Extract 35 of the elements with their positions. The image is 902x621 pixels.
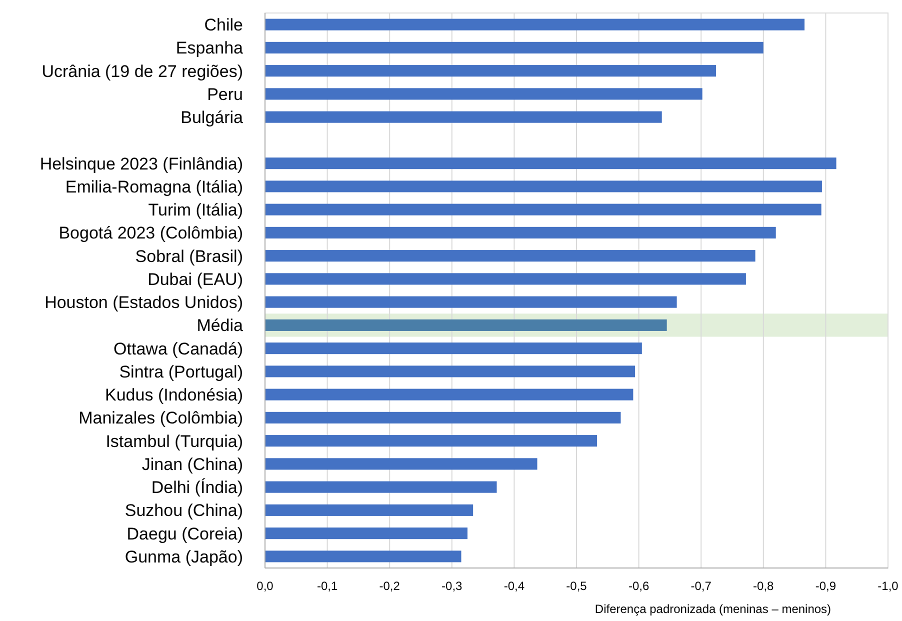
y-tick-label: Helsinque 2023 (Finlândia) (40, 154, 243, 174)
x-tick-label: 0,0 (256, 579, 274, 593)
x-tick-label: -0,6 (628, 579, 650, 593)
y-tick-label: Delhi (Índia) (151, 478, 243, 498)
x-tick-label: -0,8 (753, 579, 774, 593)
y-tick-label: Espanha (176, 38, 244, 58)
y-tick-label: Dubai (EAU) (148, 270, 243, 289)
y-tick-label: Sintra (Portugal) (119, 362, 243, 382)
y-tick-label: Turim (Itália) (148, 200, 243, 220)
x-tick-label: -0,5 (566, 579, 588, 593)
x-tick-label: -0,1 (316, 579, 338, 593)
x-tick-label: -0,3 (442, 579, 463, 593)
x-axis-title: Diferença padronizada (meninas – meninos) (594, 602, 832, 616)
y-tick-label: Ucrânia (19 de 27 regiões) (42, 62, 243, 81)
y-tick-label: Emilia-Romagna (Itália) (65, 177, 243, 196)
y-tick-label: Sobral (Brasil) (135, 246, 243, 266)
y-tick-label: Bulgária (180, 108, 244, 128)
y-tick-label: Bogotá 2023 (Colômbia) (58, 224, 243, 243)
x-tick-label: -0,9 (815, 579, 836, 593)
x-tick-label: -0,7 (690, 579, 712, 593)
y-tick-label: Daegu (Coreia) (126, 524, 243, 544)
y-tick-label: Suzhou (China) (124, 501, 243, 520)
y-tick-label: Manizales (Colômbia) (78, 408, 243, 428)
y-tick-label: Média (196, 316, 244, 336)
x-tick-label: -0,2 (379, 579, 400, 593)
y-tick-label: Peru (207, 84, 243, 104)
y-tick-label: Kudus (Indonésia) (105, 386, 243, 405)
y-tick-label: Houston (Estados Unidos) (44, 293, 243, 312)
x-tick-label: -0,4 (504, 579, 525, 593)
x-tick-label: -1,0 (878, 579, 899, 593)
y-tick-label: Ottawa (Canadá) (114, 339, 243, 358)
y-tick-label: Gunma (Japão) (124, 547, 243, 566)
y-tick-label: Chile (204, 16, 243, 35)
y-tick-label: Jinan (China) (142, 454, 243, 474)
y-tick-label: Istambul (Turquia) (106, 432, 243, 451)
